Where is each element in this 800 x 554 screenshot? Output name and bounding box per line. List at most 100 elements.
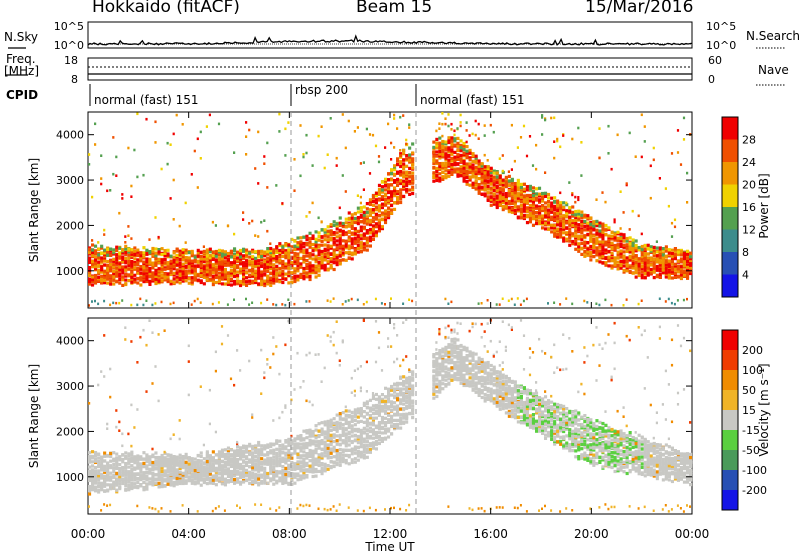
range-gate-cell <box>133 472 137 476</box>
range-gate-cell <box>109 451 113 456</box>
range-gate-cell <box>411 159 415 164</box>
range-gate-cell <box>371 216 375 220</box>
range-gate-cell <box>616 236 620 240</box>
range-gate-cell <box>220 470 224 474</box>
range-gate-cell <box>510 206 514 211</box>
range-gate-cell <box>130 469 134 473</box>
range-gate-cell <box>181 254 185 259</box>
range-gate-cell <box>202 249 206 253</box>
range-gate-cell <box>127 225 130 228</box>
range-gate-cell <box>568 181 571 184</box>
range-gate-cell <box>682 252 686 256</box>
range-gate-cell <box>631 241 635 245</box>
range-gate-cell <box>214 261 218 265</box>
range-gate-cell <box>184 479 188 483</box>
range-gate-cell <box>97 488 101 492</box>
range-gate-cell <box>160 458 164 462</box>
range-gate-cell <box>160 485 164 489</box>
range-gate-cell <box>157 475 161 479</box>
range-gate-cell <box>522 124 526 128</box>
range-gate-cell <box>266 282 270 286</box>
range-gate-cell <box>625 256 629 260</box>
range-gate-cell <box>248 303 251 306</box>
range-gate-cell <box>157 481 161 485</box>
range-gate-cell <box>136 281 140 285</box>
range-gate-cell <box>223 250 227 254</box>
range-gate-cell <box>136 250 140 254</box>
range-gate-cell <box>172 461 176 466</box>
range-gate-cell <box>139 276 143 280</box>
range-gate-cell <box>528 220 532 224</box>
range-gate-cell <box>296 236 300 240</box>
range-gate-cell <box>483 183 487 187</box>
range-gate-cell <box>387 187 391 191</box>
range-gate-cell <box>477 137 480 140</box>
range-gate-cell <box>248 268 252 272</box>
range-gate-cell <box>187 281 191 285</box>
range-gate-cell <box>112 271 116 275</box>
range-gate-cell <box>670 235 674 238</box>
range-gate-cell <box>269 264 273 269</box>
range-gate-cell <box>456 145 460 149</box>
range-gate-cell <box>136 271 140 275</box>
range-gate-cell <box>88 455 92 459</box>
range-gate-cell <box>619 259 623 263</box>
range-gate-cell <box>405 157 409 161</box>
range-gate-cell <box>408 123 411 126</box>
range-gate-cell <box>607 258 611 262</box>
range-gate-cell <box>163 471 167 475</box>
range-gate-cell <box>465 153 469 157</box>
range-gate-cell <box>130 458 134 462</box>
range-gate-cell <box>441 134 444 138</box>
range-gate-cell <box>148 238 151 241</box>
range-gate-cell <box>450 152 454 156</box>
range-gate-cell <box>456 162 460 166</box>
range-gate-cell <box>610 251 614 255</box>
range-gate-cell <box>202 267 206 271</box>
range-gate-cell <box>637 258 641 262</box>
range-gate-cell <box>547 221 551 225</box>
range-gate-cell <box>187 251 191 255</box>
range-gate-cell <box>492 171 496 175</box>
range-gate-cell <box>130 264 134 268</box>
range-gate-cell <box>522 207 526 211</box>
range-gate-cell <box>115 477 119 481</box>
range-gate-cell <box>145 482 149 486</box>
range-gate-cell <box>435 129 438 133</box>
range-gate-cell <box>670 253 674 258</box>
range-gate-cell <box>305 273 309 277</box>
range-gate-cell <box>631 266 635 270</box>
range-gate-cell <box>154 478 158 482</box>
range-gate-cell <box>634 256 638 260</box>
range-gate-cell <box>640 244 644 249</box>
range-gate-cell <box>193 149 196 153</box>
range-gate-cell <box>474 170 478 174</box>
range-gate-cell <box>103 281 107 285</box>
range-gate-cell <box>565 201 568 205</box>
range-gate-cell <box>589 226 593 230</box>
range-gate-cell <box>97 471 101 475</box>
range-gate-cell <box>193 464 197 469</box>
range-gate-cell <box>296 254 300 258</box>
range-gate-cell <box>510 191 514 195</box>
range-gate-cell <box>365 222 369 226</box>
range-gate-cell <box>205 460 209 464</box>
range-gate-cell <box>266 276 270 280</box>
range-gate-cell <box>233 465 237 469</box>
range-gate-cell <box>133 252 137 256</box>
range-gate-cell <box>257 130 260 134</box>
range-gate-cell <box>181 279 185 283</box>
range-gate-cell <box>390 194 394 198</box>
range-gate-cell <box>562 201 566 205</box>
range-gate-cell <box>347 235 351 239</box>
range-gate-cell <box>133 280 137 284</box>
range-gate-cell <box>471 181 475 186</box>
range-gate-cell <box>350 242 354 246</box>
range-gate-cell <box>139 455 143 459</box>
range-gate-cell <box>667 251 671 255</box>
range-gate-cell <box>625 239 629 243</box>
range-gate-cell <box>263 250 267 254</box>
range-gate-cell <box>673 262 677 266</box>
range-gate-cell <box>217 505 220 508</box>
range-gate-cell <box>187 256 191 260</box>
